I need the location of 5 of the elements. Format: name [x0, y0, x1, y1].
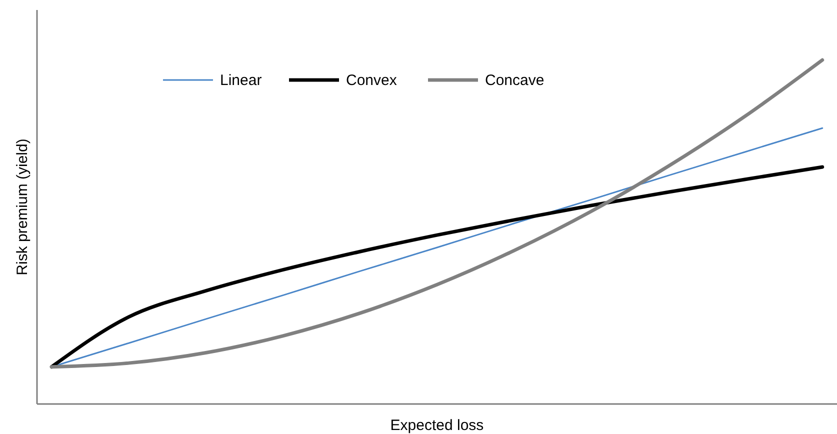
- y-axis-title: Risk premium (yield): [14, 138, 31, 276]
- legend-label: Convex: [346, 72, 398, 89]
- legend-label: Linear: [220, 72, 262, 89]
- x-axis-title: Expected loss: [390, 417, 484, 434]
- legend-label: Concave: [485, 72, 544, 89]
